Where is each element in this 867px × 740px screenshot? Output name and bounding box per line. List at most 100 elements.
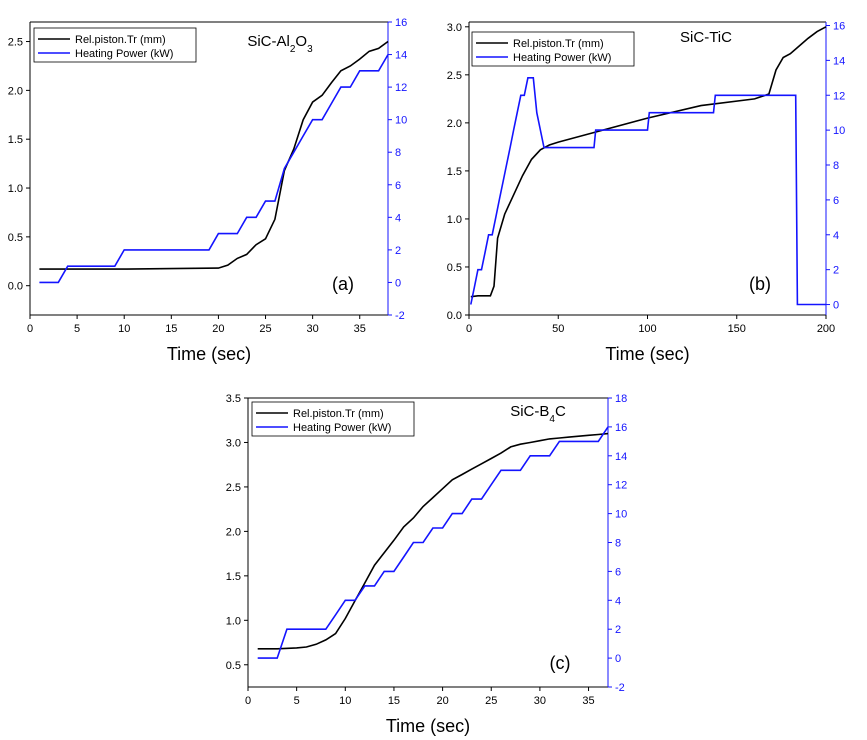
x-tick-label: 35: [354, 323, 366, 335]
legend-label: Rel.piston.Tr (mm): [293, 408, 384, 420]
x-tick-label: 35: [582, 695, 594, 707]
panel-label: (a): [332, 274, 354, 294]
y-left-tick-label: 2.0: [447, 118, 462, 130]
y-left-tick-label: 2.0: [8, 85, 23, 97]
y-left-tick-label: 3.0: [226, 437, 241, 449]
y-left-tick-label: 2.5: [8, 37, 23, 49]
x-tick-label: 0: [466, 323, 472, 335]
x-tick-label: 30: [307, 323, 319, 335]
chart-title: SiC-TiC: [680, 29, 732, 46]
legend-label: Heating Power (kW): [293, 422, 391, 434]
legend: Rel.piston.Tr (mm) Heating Power (kW): [471, 31, 635, 67]
x-tick-label: 30: [534, 695, 546, 707]
legend-label: Rel.piston.Tr (mm): [513, 38, 604, 50]
chart-panel-a: 0 5 10 15 20 25 30 35 0.0 0.5 1.0 1.5 2.0 2.5 -2 0 2 4 6 8 1…: [8, 17, 408, 364]
y-left-tick-label: 0.5: [8, 232, 23, 244]
y-right-tick-label: 14: [833, 55, 845, 67]
x-tick-label: 15: [388, 695, 400, 707]
x-axis-label: Time (sec): [605, 344, 689, 364]
y-right-tick-label: 8: [395, 147, 401, 159]
y-right-tick-label: 4: [615, 595, 621, 607]
y-left-tick-label: 0.5: [226, 660, 241, 672]
legend: Rel.piston.Tr (mm) Heating Power (kW): [33, 27, 197, 63]
y-left-tick-label: 3.0: [447, 22, 462, 34]
y-left-tick-label: 1.0: [226, 615, 241, 627]
x-tick-label: 25: [259, 323, 271, 335]
y-left-tick-label: 1.5: [8, 134, 23, 146]
y-right-tick-label: 10: [395, 115, 407, 127]
x-tick-label: 15: [165, 323, 177, 335]
x-tick-label: 0: [27, 323, 33, 335]
y-right-tick-label: 16: [395, 17, 407, 29]
y-right-tick-label: 0: [833, 300, 839, 312]
series-line-heating-power: [39, 54, 389, 284]
y-left-tick-label: 0.0: [8, 281, 23, 293]
x-tick-label: 150: [728, 323, 746, 335]
y-right-tick-label: 12: [833, 90, 845, 102]
x-axis-label: Time (sec): [167, 344, 251, 364]
y-right-tick-label: 2: [395, 245, 401, 257]
y-left-tick-label: 1.5: [226, 571, 241, 583]
y-right-tick-label: 8: [615, 538, 621, 550]
legend-label: Heating Power (kW): [513, 52, 611, 64]
x-axis-label: Time (sec): [386, 716, 470, 736]
y-right-tick-label: 10: [833, 125, 845, 137]
y-right-tick-label: 6: [395, 180, 401, 192]
series-line-heating-power: [470, 77, 826, 306]
x-tick-label: 0: [245, 695, 251, 707]
y-right-tick-label: 2: [833, 265, 839, 277]
y-right-tick-label: 2: [615, 624, 621, 636]
legend-box: [471, 31, 635, 67]
y-right-tick-label: 16: [615, 422, 627, 434]
chart-panel-b: 0 50 100 150 200 0.0 0.5 1.0 1.5 2.0 2.5 3.0 0 2 4 6 8 10…: [447, 20, 846, 364]
legend: Rel.piston.Tr (mm) Heating Power (kW): [251, 401, 415, 437]
legend-box: [33, 27, 197, 63]
y-right-tick-label: 12: [615, 480, 627, 492]
y-right-tick-label: 6: [833, 195, 839, 207]
chart-panel-c: 0 5 10 15 20 25 30 35 0.5 1.0 1.5 2.0 2.5 3.0 3.5 -2 0 2 4…: [226, 393, 628, 736]
y-right-tick-label: -2: [395, 310, 405, 322]
legend-box: [251, 401, 415, 437]
x-tick-label: 20: [436, 695, 448, 707]
y-right-tick-label: 16: [833, 20, 845, 32]
series-line-piston-travel: [257, 432, 609, 650]
x-tick-label: 5: [294, 695, 300, 707]
x-tick-label: 20: [212, 323, 224, 335]
y-left-tick-label: 0.5: [447, 262, 462, 274]
y-right-tick-label: 14: [395, 50, 407, 62]
y-left-tick-label: 2.5: [447, 70, 462, 82]
y-right-tick-label: 18: [615, 393, 627, 405]
panel-label: (c): [550, 653, 571, 673]
y-left-tick-label: 1.5: [447, 166, 462, 178]
legend-label: Heating Power (kW): [75, 48, 173, 60]
series-line-piston-travel: [470, 26, 827, 298]
y-left-tick-label: 1.0: [447, 214, 462, 226]
y-right-tick-label: 0: [615, 653, 621, 665]
chart-title: SiC-Al2O3: [247, 33, 313, 55]
y-left-tick-label: 0.0: [447, 310, 462, 322]
x-tick-label: 25: [485, 695, 497, 707]
x-tick-label: 100: [638, 323, 656, 335]
chart-title: SiC-B4C: [510, 403, 566, 425]
y-left-tick-label: 2.0: [226, 526, 241, 538]
series-line-piston-travel: [39, 40, 389, 270]
y-left-tick-label: 3.5: [226, 393, 241, 405]
y-right-tick-label: 14: [615, 451, 627, 463]
legend-label: Rel.piston.Tr (mm): [75, 34, 166, 46]
x-tick-label: 5: [74, 323, 80, 335]
y-right-tick-label: 4: [833, 230, 839, 242]
x-tick-label: 10: [118, 323, 130, 335]
y-right-tick-label: 6: [615, 566, 621, 578]
y-right-tick-label: -2: [615, 682, 625, 694]
x-tick-label: 10: [339, 695, 351, 707]
y-right-tick-label: 8: [833, 160, 839, 172]
x-tick-label: 50: [552, 323, 564, 335]
y-left-tick-label: 1.0: [8, 183, 23, 195]
y-right-tick-label: 10: [615, 509, 627, 521]
panel-label: (b): [749, 274, 771, 294]
x-tick-label: 200: [817, 323, 835, 335]
y-right-tick-label: 4: [395, 212, 401, 224]
y-right-tick-label: 0: [395, 277, 401, 289]
y-right-tick-label: 12: [395, 82, 407, 94]
